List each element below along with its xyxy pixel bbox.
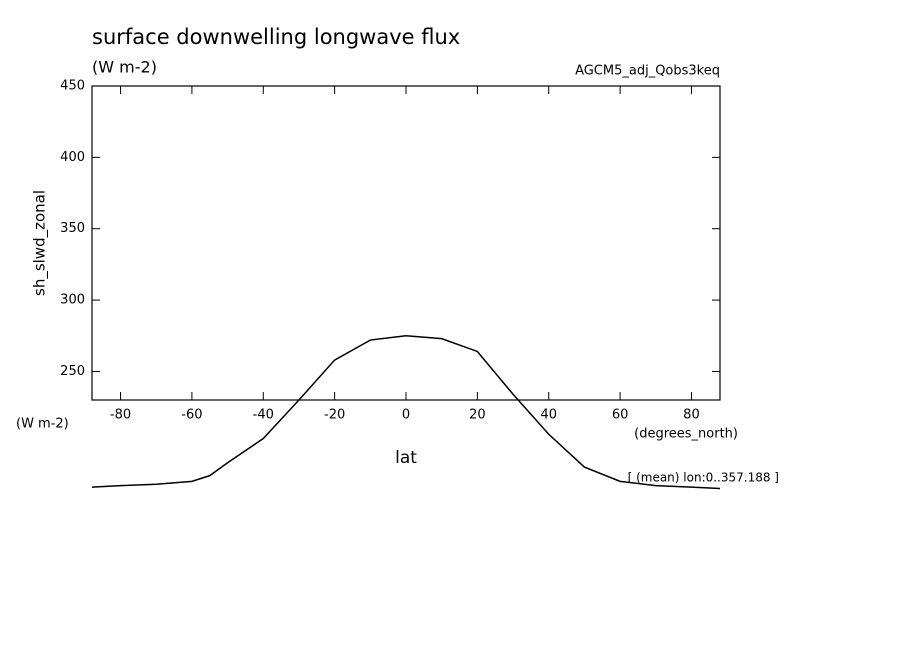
dataset-label: AGCM5_adj_Qobs3keq [575, 64, 720, 79]
plot-frame [91, 85, 721, 401]
x-tick-label: 40 [540, 408, 557, 423]
x-axis-label: lat [395, 448, 417, 468]
x-tick-label: -60 [181, 408, 202, 423]
y-tick-label: 400 [60, 150, 85, 165]
y-tick-label: 350 [60, 221, 85, 236]
x-tick-label: 60 [612, 408, 629, 423]
y-units: (W m-2) [16, 417, 69, 432]
data-line [91, 335, 721, 490]
x-tick-label: -40 [253, 408, 274, 423]
chart-title: surface downwelling longwave flux [92, 25, 460, 49]
subtitle: (W m-2) [92, 58, 157, 77]
x-tick-label: 20 [469, 408, 486, 423]
x-units: (degrees_north) [634, 427, 738, 442]
y-tick-label: 300 [60, 293, 85, 308]
x-tick-label: 80 [683, 408, 700, 423]
x-tick-label: 0 [402, 408, 410, 423]
y-axis-label: sh_slwd_zonal [31, 190, 50, 296]
y-tick-label: 450 [60, 79, 85, 94]
x-tick-label: -80 [110, 408, 131, 423]
y-tick-label: 250 [60, 364, 85, 379]
x-tick-label: -20 [324, 408, 345, 423]
annotation: [ (mean) lon:0..357.188 ] [628, 471, 779, 485]
